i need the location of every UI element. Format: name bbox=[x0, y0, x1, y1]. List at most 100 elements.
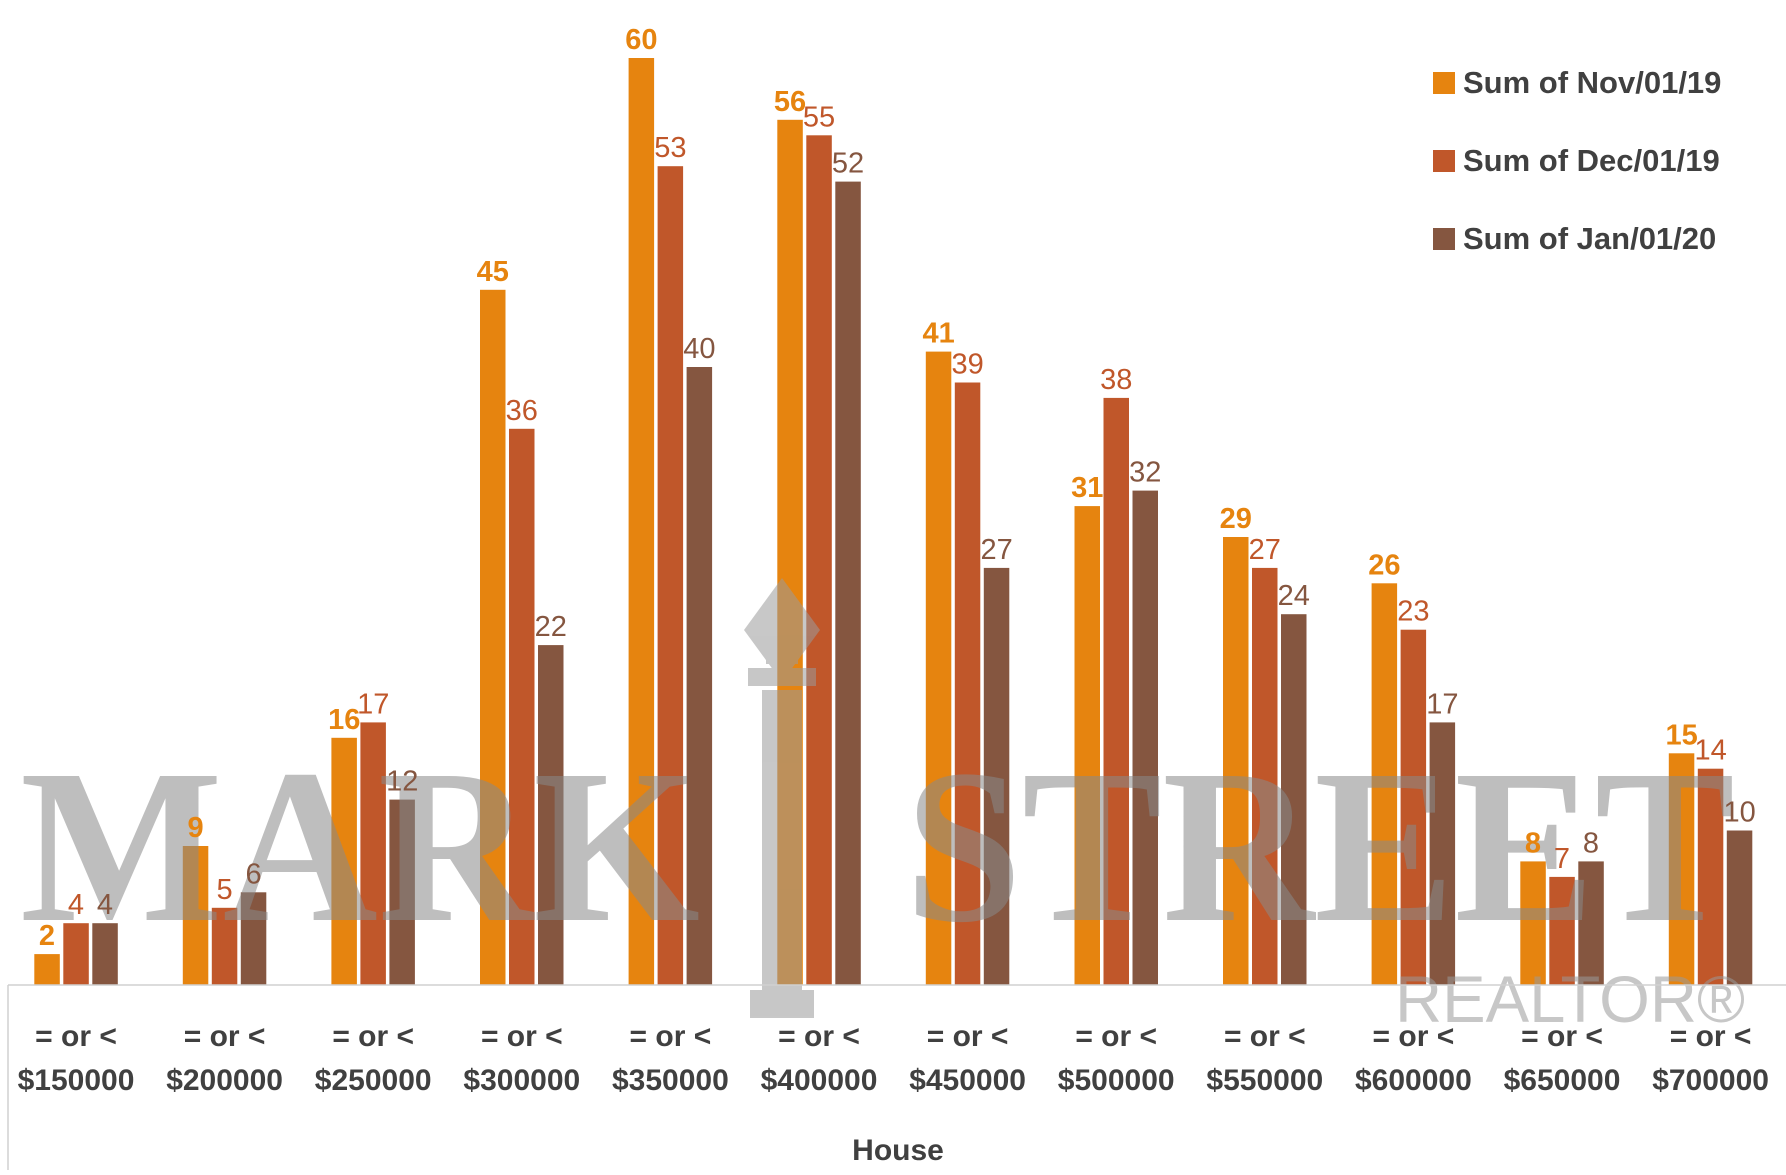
bar-s3-c5 bbox=[686, 367, 713, 985]
data-label-s1-c10: 26 bbox=[1368, 549, 1400, 581]
data-label-s3-c6: 52 bbox=[832, 148, 864, 180]
bar-s3-c3 bbox=[389, 799, 415, 985]
bar-s1-c8 bbox=[1074, 506, 1100, 985]
category-label-6-line1: = or < bbox=[778, 1020, 860, 1053]
data-label-s1-c7: 41 bbox=[922, 318, 954, 350]
data-label-s3-c11: 8 bbox=[1583, 827, 1599, 859]
bar-s2-c4 bbox=[509, 428, 535, 985]
watermark-key-icon bbox=[744, 578, 820, 1018]
category-label-2-line2: $200000 bbox=[166, 1064, 283, 1097]
bar-s2-c12 bbox=[1697, 768, 1724, 985]
category-label-5-line2: $350000 bbox=[612, 1064, 729, 1097]
data-label-s3-c2: 6 bbox=[246, 858, 262, 890]
category-label-9-line1: = or < bbox=[1224, 1020, 1306, 1053]
data-label-s1-c3: 16 bbox=[328, 704, 360, 736]
legend-label-3: Sum of Jan/01/20 bbox=[1463, 221, 1716, 256]
bar-s1-c4 bbox=[480, 289, 506, 986]
bar-s3-c6 bbox=[835, 181, 861, 986]
bar-s1-c12 bbox=[1668, 753, 1695, 986]
bar-s2-c7 bbox=[954, 382, 981, 985]
category-label-5-line1: = or < bbox=[630, 1020, 712, 1053]
data-label-s2-c1: 4 bbox=[68, 889, 84, 921]
category-label-2-line1: = or < bbox=[184, 1020, 266, 1053]
category-label-4-line1: = or < bbox=[481, 1020, 563, 1053]
data-label-s3-c3: 12 bbox=[386, 766, 418, 798]
category-label-12-line2: $700000 bbox=[1652, 1064, 1769, 1097]
bar-s2-c3 bbox=[360, 722, 386, 985]
category-label-11-line1: = or < bbox=[1521, 1020, 1603, 1053]
data-label-s3-c9: 24 bbox=[1278, 580, 1310, 612]
bar-s3-c9 bbox=[1281, 614, 1307, 985]
category-label-9-line2: $550000 bbox=[1206, 1064, 1323, 1097]
x-axis: = or < $150000 = or < $200000 = or < $250000 =… bbox=[7, 984, 1786, 1170]
bar-s1-c10 bbox=[1371, 583, 1398, 985]
category-label-8-line1: = or < bbox=[1075, 1020, 1157, 1053]
data-label-s3-c4: 22 bbox=[535, 611, 567, 643]
category-label-3-line1: = or < bbox=[332, 1020, 414, 1053]
bar-s3-c8 bbox=[1132, 490, 1158, 985]
category-label-10-line2: $600000 bbox=[1355, 1064, 1472, 1097]
bar-s1-c5 bbox=[628, 58, 655, 985]
bar-s1-c11 bbox=[1520, 861, 1546, 985]
legend-label-2: Sum of Dec/01/19 bbox=[1463, 143, 1720, 178]
data-label-s3-c8: 32 bbox=[1129, 457, 1161, 489]
bar-s3-c1 bbox=[92, 923, 118, 985]
bar-s3-c2 bbox=[240, 892, 267, 985]
category-label-11-line2: $650000 bbox=[1504, 1064, 1621, 1097]
data-label-s3-c7: 27 bbox=[980, 534, 1012, 566]
category-label-7-line2: $450000 bbox=[909, 1064, 1026, 1097]
data-label-s1-c2: 9 bbox=[188, 812, 204, 844]
category-label-7-line1: = or < bbox=[927, 1020, 1009, 1053]
data-label-s1-c8: 31 bbox=[1071, 472, 1103, 504]
data-label-s2-c11: 7 bbox=[1554, 843, 1570, 875]
x-axis-title: House bbox=[852, 1134, 944, 1167]
watermark: MARK STREET REALTOR® bbox=[20, 578, 1745, 1036]
category-label-8-line2: $500000 bbox=[1058, 1064, 1175, 1097]
data-label-s2-c4: 36 bbox=[506, 395, 538, 427]
bar-s3-c7 bbox=[983, 567, 1010, 985]
bar-s2-c1 bbox=[63, 923, 89, 985]
bar-s2-c6 bbox=[806, 135, 832, 986]
data-label-s1-c6: 56 bbox=[774, 86, 806, 118]
data-label-s2-c2: 5 bbox=[217, 874, 233, 906]
bar-s1-c1 bbox=[34, 954, 60, 985]
watermark-sub: REALTOR® bbox=[1395, 962, 1745, 1036]
category-label-10-line1: = or < bbox=[1373, 1020, 1455, 1053]
bar-s1-c3 bbox=[331, 737, 357, 985]
watermark-brand-left: MARK bbox=[20, 724, 700, 968]
data-label-s1-c4: 45 bbox=[477, 256, 509, 288]
bar-s2-c9 bbox=[1252, 567, 1278, 985]
bar-s3-c10 bbox=[1429, 722, 1456, 985]
data-label-s2-c10: 23 bbox=[1397, 596, 1429, 628]
bar-s1-c2 bbox=[182, 846, 209, 985]
data-label-s3-c12: 10 bbox=[1723, 797, 1755, 829]
bar-s2-c10 bbox=[1400, 629, 1427, 985]
bar-s1-c9 bbox=[1223, 537, 1249, 985]
data-label-s2-c12: 14 bbox=[1694, 735, 1726, 767]
bar-s3-c11 bbox=[1578, 861, 1604, 985]
data-label-s2-c7: 39 bbox=[951, 349, 983, 381]
category-label-3-line2: $250000 bbox=[315, 1064, 432, 1097]
category-label-12-line1: = or < bbox=[1670, 1020, 1752, 1053]
data-label-s2-c6: 55 bbox=[803, 101, 835, 133]
watermark-brand-right: STREET bbox=[905, 724, 1735, 968]
bar-s2-c5 bbox=[657, 166, 684, 985]
legend-label-1: Sum of Nov/01/19 bbox=[1463, 65, 1721, 100]
legend: Sum of Nov/01/19 Sum of Dec/01/19 Sum of J… bbox=[1433, 65, 1721, 256]
data-label-s1-c11: 8 bbox=[1525, 827, 1541, 859]
bar-s3-c4 bbox=[538, 645, 564, 985]
legend-swatch-3 bbox=[1433, 228, 1455, 250]
bar-s2-c2 bbox=[211, 907, 238, 986]
legend-swatch-1 bbox=[1433, 72, 1455, 94]
data-label-s1-c12: 15 bbox=[1665, 719, 1697, 751]
bar-s1-c7 bbox=[925, 351, 952, 986]
data-label-s1-c1: 2 bbox=[39, 920, 55, 952]
data-label-s2-c5: 53 bbox=[654, 132, 686, 164]
data-label-s1-c5: 60 bbox=[625, 24, 657, 56]
bar-s3-c12 bbox=[1726, 830, 1753, 985]
category-label-1-line2: $150000 bbox=[18, 1064, 135, 1097]
legend-swatch-2 bbox=[1433, 150, 1455, 172]
data-labels-layer: 24 495 61617124536226053405655524139273138… bbox=[39, 24, 1756, 952]
